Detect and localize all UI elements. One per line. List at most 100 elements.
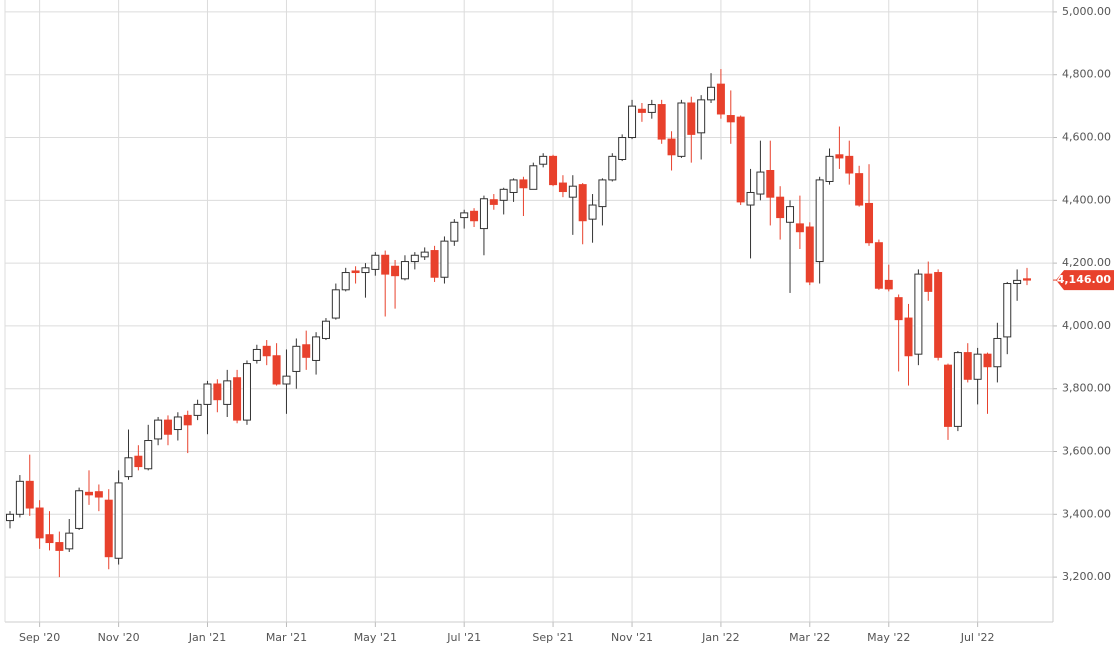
candle-body (35, 507, 44, 539)
candle-body (154, 419, 163, 440)
candle-body (312, 336, 321, 361)
candle-body (25, 480, 34, 509)
candle-body (894, 297, 903, 321)
candle-body (795, 223, 804, 233)
candle-body (707, 86, 716, 101)
candle-body (805, 226, 814, 283)
candle-body (104, 499, 113, 558)
x-tick-label: May '21 (354, 631, 397, 644)
candle-body (381, 254, 390, 275)
candle-body (163, 419, 172, 435)
candle-body (519, 179, 528, 189)
candle-body (282, 375, 291, 385)
candle-body (924, 273, 933, 292)
candle-body (608, 155, 617, 181)
y-tick-label: 4,000.00 (1062, 319, 1111, 332)
candle-body (993, 337, 1002, 368)
candle-body (726, 115, 735, 123)
candle-body (776, 196, 785, 219)
x-tick-label: Sep '21 (532, 631, 573, 644)
candle-body (6, 513, 14, 522)
candle-body (292, 345, 301, 372)
candle-body (598, 179, 607, 208)
candle-body (341, 272, 350, 291)
candle-body (331, 289, 340, 319)
candle-body (786, 206, 795, 223)
candle-body (588, 204, 597, 220)
candle-body (815, 179, 824, 263)
candle-body (499, 188, 508, 201)
candle-body (410, 254, 419, 263)
candle-body (973, 353, 982, 380)
candle-body (193, 403, 202, 416)
x-tick-label: Sep '20 (19, 631, 60, 644)
candle-body (361, 267, 370, 274)
last-price-label: 4,146.00 (1057, 273, 1112, 286)
candle-body (15, 480, 24, 515)
x-tick-label: May '22 (867, 631, 910, 644)
candle-body (677, 102, 686, 157)
candle-body (84, 491, 93, 496)
candle-body (647, 104, 656, 113)
candle-body (242, 363, 251, 421)
candle-body (509, 179, 518, 193)
candle-body (944, 364, 953, 427)
y-tick-label: 5,000.00 (1062, 5, 1111, 18)
candle-body (144, 440, 153, 470)
x-tick-label: Mar '21 (266, 631, 307, 644)
candle-body (351, 270, 360, 274)
candle-body (756, 171, 765, 195)
candle-body (124, 457, 133, 478)
last-price-tag (1056, 270, 1114, 291)
candle-body (963, 352, 972, 380)
candle-body (667, 138, 676, 156)
x-tick-label: Nov '20 (98, 631, 140, 644)
candle-body (233, 377, 242, 421)
candle-body (983, 353, 992, 368)
candle-body (884, 279, 893, 290)
candle-body (716, 83, 725, 115)
candle-body (874, 242, 883, 289)
y-tick-label: 3,400.00 (1062, 507, 1111, 520)
candle-body (558, 182, 567, 193)
candle-body (183, 414, 192, 426)
candle-body (55, 542, 64, 551)
candle-body (934, 272, 943, 358)
candle-body (529, 165, 538, 190)
candle-body (549, 155, 558, 186)
x-tick-label: Jan '21 (188, 631, 226, 644)
candle-body (914, 273, 923, 355)
candle-body (1013, 279, 1022, 285)
candle-body (479, 198, 488, 230)
candle-body (460, 212, 469, 219)
candle-body (213, 383, 222, 401)
candle-body (430, 250, 439, 278)
candle-body (400, 261, 409, 280)
candle-body (470, 210, 479, 222)
candle-body (302, 344, 311, 358)
y-tick-label: 3,200.00 (1062, 570, 1111, 583)
y-tick-label: 4,400.00 (1062, 193, 1111, 206)
candle-body (568, 185, 577, 198)
y-tick-label: 3,800.00 (1062, 382, 1111, 395)
candle-body (539, 155, 548, 165)
candle-body (1003, 283, 1012, 338)
candle-body (904, 317, 913, 357)
candle-body (637, 108, 646, 113)
candle-body (391, 265, 400, 277)
candle-body (114, 482, 123, 559)
y-tick-label: 4,800.00 (1062, 68, 1111, 81)
candle-body (657, 104, 666, 140)
candle-body (75, 490, 84, 529)
candle-body (697, 99, 706, 134)
x-tick-label: Jan '22 (701, 631, 739, 644)
x-tick-label: Nov '21 (611, 631, 653, 644)
candle-body (825, 155, 834, 182)
candle-body (1023, 278, 1031, 281)
x-tick-label: Mar '22 (789, 631, 830, 644)
candle-body (94, 491, 103, 498)
candle-body (953, 352, 962, 427)
candle-body (45, 534, 54, 544)
